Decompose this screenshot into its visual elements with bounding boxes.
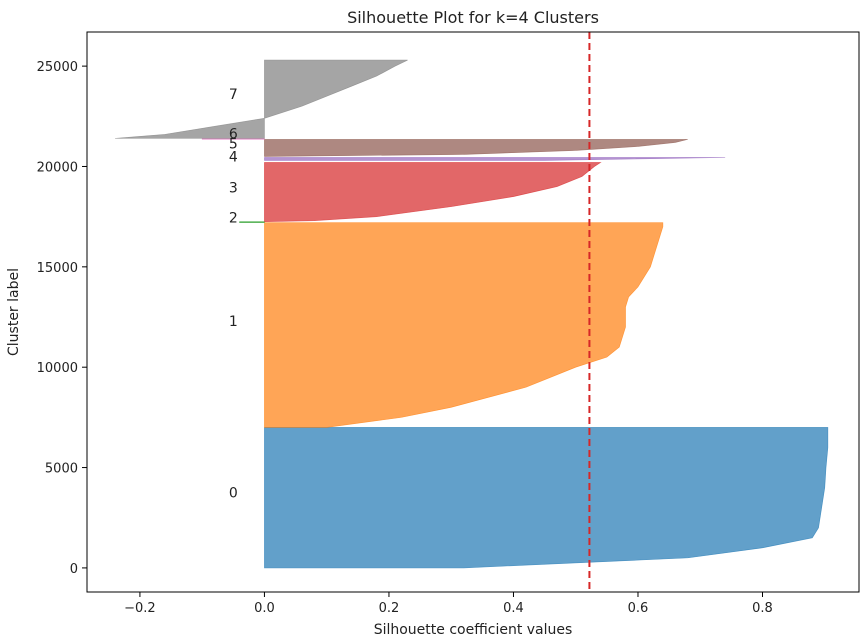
x-axis-ticks: −0.2 0.0 0.2 0.4 0.6 0.8 xyxy=(124,592,773,616)
cluster-label-7: 7 xyxy=(229,87,238,103)
y-axis-label: Cluster label xyxy=(6,268,22,356)
cluster-areas xyxy=(114,59,829,569)
y-tick-label: 20000 xyxy=(37,160,78,175)
cluster-area-0 xyxy=(264,427,829,569)
y-tick-label: 5000 xyxy=(45,462,78,477)
cluster-label-3: 3 xyxy=(229,181,238,197)
x-tick-label: 0.8 xyxy=(752,601,773,616)
cluster-label-4: 4 xyxy=(229,149,238,165)
y-tick-label: 10000 xyxy=(37,361,78,376)
plot-frame xyxy=(86,31,860,593)
x-tick-label: 0.0 xyxy=(254,601,275,616)
x-axis-label: Silhouette coefficient values xyxy=(374,622,573,638)
y-tick-label: 25000 xyxy=(37,60,78,75)
y-tick-label: 15000 xyxy=(37,261,78,276)
x-tick-label: 0.6 xyxy=(628,601,649,616)
chart-title: Silhouette Plot for k=4 Clusters xyxy=(347,8,599,27)
cluster-label-2: 2 xyxy=(229,211,238,227)
cluster-labels: 0 1 2 3 456 7 xyxy=(229,87,238,501)
x-tick-label: 0.4 xyxy=(503,601,524,616)
y-axis-ticks: 0 5000 10000 15000 20000 25000 xyxy=(37,60,87,577)
cluster-area-5 xyxy=(264,139,688,157)
cluster-label-6: 6 xyxy=(229,126,238,142)
cluster-label-1: 1 xyxy=(229,314,238,330)
cluster-area-7 xyxy=(114,59,408,139)
cluster-area-4 xyxy=(264,157,726,161)
x-tick-label: −0.2 xyxy=(124,601,156,616)
cluster-label-5: 5 xyxy=(229,136,238,152)
cluster-area-3 xyxy=(264,162,602,222)
cluster-area-2 xyxy=(239,221,265,223)
cluster-area-1 xyxy=(264,222,664,428)
x-tick-label: 0.2 xyxy=(379,601,400,616)
y-tick-label: 0 xyxy=(70,562,78,577)
cluster-label-0: 0 xyxy=(229,486,238,502)
